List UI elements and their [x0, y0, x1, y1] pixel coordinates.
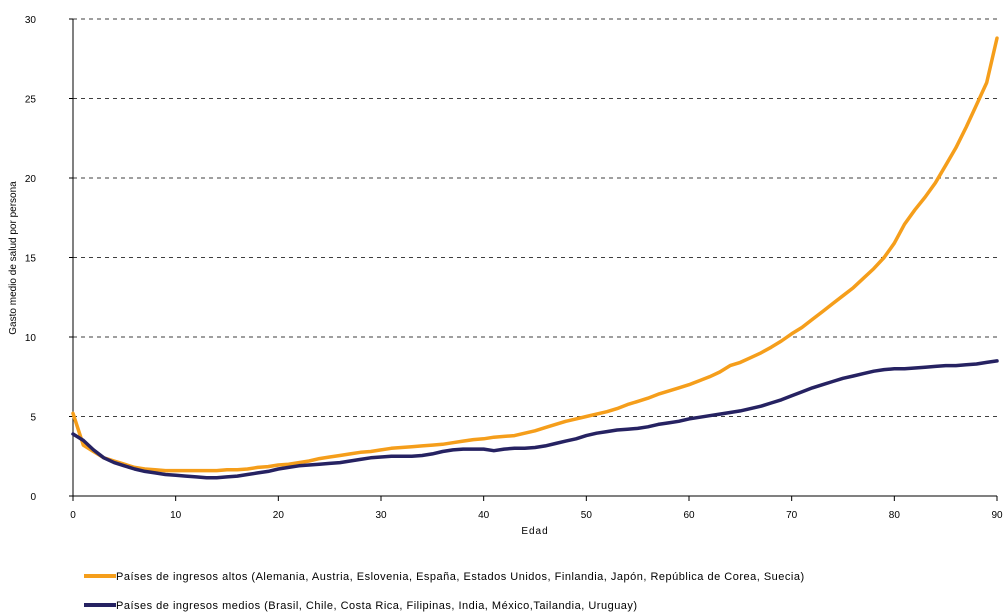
legend-label-high: Países de ingresos altos (Alemania, Aust… [116, 571, 805, 583]
y-tick-label: 20 [25, 174, 37, 185]
axis-ticks: 0 5 10 15 20 25 30 0 10 20 30 40 50 60 70 80 90 [25, 15, 1003, 521]
x-tick-label: 90 [991, 510, 1003, 521]
y-tick-label: 30 [25, 15, 37, 26]
y-tick-label: 10 [25, 333, 37, 344]
y-tick-label: 25 [25, 95, 37, 106]
gridlines [73, 18, 997, 417]
x-tick-label: 70 [786, 510, 798, 521]
x-tick-label: 10 [170, 510, 182, 521]
series-high-income-line [71, 36, 999, 473]
x-tick-label: 20 [273, 510, 285, 521]
series-medium-income-line [71, 359, 999, 480]
x-axis-title: Edad [521, 526, 548, 537]
x-tick-label: 0 [70, 510, 76, 521]
y-axis-title: Gasto medio de salud por persona [8, 181, 19, 335]
x-tick-label: 80 [889, 510, 901, 521]
legend: Países de ingresos altos (Alemania, Aust… [84, 571, 805, 612]
x-tick-label: 60 [683, 510, 695, 521]
x-tick-label: 50 [581, 510, 593, 521]
x-tick-label: 30 [375, 510, 387, 521]
y-tick-label: 5 [30, 413, 36, 424]
x-tick-label: 40 [478, 510, 490, 521]
series-lines [71, 36, 999, 480]
legend-label-medium: Países de ingresos medios (Brasil, Chile… [116, 600, 638, 612]
y-tick-label: 15 [25, 254, 37, 265]
y-tick-label: 0 [30, 492, 36, 503]
